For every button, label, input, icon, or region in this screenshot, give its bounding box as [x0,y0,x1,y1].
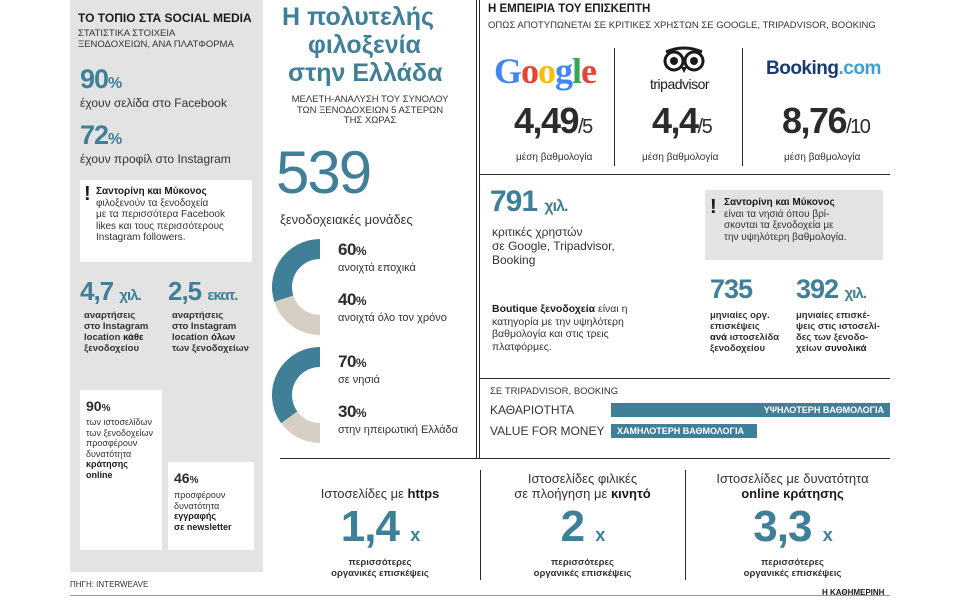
yearround-percent: 40% [338,290,367,309]
booking-rating: 8,76/10 [782,100,871,141]
visits-per-site-label: μηνιαίες οργ. επισκέψεις ανά ιστοσελίδα … [710,310,780,354]
google-logo-letter: G [494,51,522,91]
https-visits-label: περισσότερες οργανικές επισκέψεις [331,557,429,579]
section-divider-2 [480,378,890,379]
online-booking-box [80,390,162,550]
total-hotels-number: 539 [276,139,372,206]
google-rating: 4,49/5 [514,100,593,141]
mobile-multiplier: 2 x [560,502,606,551]
mainland-percent: 30% [338,402,367,421]
seasonal-percent: 60% [338,240,367,259]
social-note-box [80,180,252,262]
reviews-total: 791 χιλ. [490,185,568,218]
tripadvisor-rating-label: μέση βαθμολογία [642,152,719,163]
visitor-experience-heading: Η ΕΜΠΕΙΡΙΑ ΤΟΥ ΕΠΙΣΚΕΠΤΗ [488,3,651,15]
facebook-percent: 90% [80,64,122,94]
online-booking-percent: 90% [86,398,111,414]
https-multiplier: 1,4 x [340,502,420,551]
social-media-subheading: ΣΤΑΤΙΣΤΙΚΑ ΣΤΟΙΧΕΙΑ ΞΕΝΟΔΟΧΕΙΩΝ, ΑΝΑ ΠΛΑ… [78,28,234,50]
facebook-text: έχουν σελίδα στο Facebook [80,96,227,110]
bottom-col-divider-1 [480,470,481,580]
newsletter-text: προσφέρουν δυνατότητα εγγραφής σε newsle… [174,490,232,532]
social-media-heading: ΤΟ ΤΟΠΙΟ ΣΤΑ SOCIAL MEDIA [78,11,252,25]
tripadvisor-owl-icon [663,46,705,73]
visitor-experience-subheading: ΟΠΩΣ ΑΠΟΤΥΠΩΝΕΤΑΙ ΣΕ ΚΡΙΤΙΚΕΣ ΧΡΗΣΤΩΝ ΣΕ… [488,20,876,31]
rating-divider-2 [742,48,743,166]
instagram-posts-total-label: αναρτήσεις στο Instagram location όλων τ… [172,310,249,354]
google-logo-letter: o [538,51,556,91]
google-logo-letter: o [521,51,539,91]
visits-per-site: 735 [710,274,753,304]
google-logo-letter: e [581,51,597,91]
boutique-note: Boutique ξενοδοχεία είναι η κατηγορία με… [492,303,628,353]
google-logo-letter: l [572,51,582,91]
booking-rating-label: μέση βαθμολογία [784,152,861,163]
islands-note-text: Σαντορίνη και Μύκονος είναι τα νησιά όπο… [724,197,847,243]
islands-percent: 70% [338,352,367,371]
instagram-posts-per-hotel: 4,7 χιλ. [80,276,142,306]
mainland-label: στην ηπειρωτική Ελλάδα [338,424,459,436]
cleanliness-bar: ΥΨΗΛΟΤΕΡΗ ΒΑΘΜΟΛΟΓΙΑ [611,403,890,417]
value-for-money-bar: ΧΑΜΗΛΟΤΕΡΗ ΒΑΘΜΟΛΟΓΙΑ [611,424,757,438]
donut-seasonal-segment [272,239,320,302]
bottom-col-divider-2 [685,470,686,580]
google-rating-label: μέση βαθμολογία [516,152,593,163]
source-note: ΠΗΓΗ: INTERWEAVE [70,580,149,589]
tripadvisor-logo: tripadvisor [650,76,710,92]
online-booking-visits-label: περισσότερες οργανικές επισκέψεις [743,557,842,579]
online-booking-text: των ιστοσελίδων των ξενοδοχείων προσφέρο… [86,417,154,480]
donut-mainland-segment [281,411,320,443]
column-divider [476,0,477,458]
cleanliness-label: ΚΑΘΑΡΙΟΤΗΤΑ [490,403,574,417]
https-label: Ιστοσελίδες με https [320,486,440,501]
column-divider-2 [479,0,480,458]
visits-total-label: μηνιαίες επισκέ- ψεις στις ιστοσελί- δες… [796,310,880,354]
publisher-brand: Η ΚΑΘΗΜΕΡΙΝΗ [822,588,885,597]
newsletter-percent: 46% [174,470,199,486]
platform-label: ΣΕ TRIPADVISOR, BOOKING [490,386,619,397]
visits-total: 392 χιλ. [796,274,867,304]
islands-note-box [705,190,883,260]
newsletter-box [168,462,254,550]
location-donut [272,347,320,443]
exclamation-icon: ! [710,196,717,218]
total-hotels-label: ξενοδοχειακές μονάδες [280,212,413,227]
instagram-posts-total: 2,5 εκατ. [168,276,238,306]
google-logo-letter: g [555,51,573,91]
islands-label: σε νησιά [338,374,380,386]
tripadvisor-rating: 4,4/5 [652,100,713,141]
mobile-label: Ιστοσελίδες φιλικές σε πλοήγηση με κινητ… [514,471,651,501]
mobile-visits-label: περισσότερες οργανικές επισκέψεις [533,557,632,579]
value-for-money-label: VALUE FOR MONEY [490,424,605,438]
online-booking-site-label: Ιστοσελίδες με δυνατότητα online κράτηση… [716,471,869,501]
main-title: Η πολυτελής φιλοξενία στην Ελλάδα [282,3,443,87]
seasonal-label: ανοιχτά εποχικά [338,262,416,274]
instagram-text: έχουν προφίλ στο Instagram [80,152,231,166]
seasonal-donut [272,239,320,335]
instagram-percent: 72% [80,120,122,150]
social-note-text: Σαντορίνη και Μύκονος φιλοξενούν τα ξενο… [96,186,225,243]
rating-divider-1 [614,48,615,166]
bottom-divider [280,458,890,459]
booking-logo: Booking.com [766,58,881,79]
yearround-label: ανοιχτά όλο τον χρόνο [338,312,447,324]
section-divider-1 [480,174,890,175]
online-booking-multiplier: 3,3 x [753,502,832,551]
exclamation-icon: ! [84,183,91,205]
donut-yearround-segment [274,295,320,335]
footer-rule [70,595,890,596]
instagram-posts-per-hotel-label: αναρτήσεις στο Instagram location κάθε ξ… [84,310,149,354]
donut-islands-segment [272,347,320,424]
google-logo: Google [494,50,597,92]
study-subtitle: ΜΕΛΕΤΗ-ΑΝΑΛΥΣΗ ΤΟΥ ΣΥΝΟΛΟΥ ΤΩΝ ΞΕΝΟΔΟΧΕΙ… [291,94,449,126]
reviews-label: κριτικές χρηστών σε Google, Tripadvisor,… [492,225,615,267]
